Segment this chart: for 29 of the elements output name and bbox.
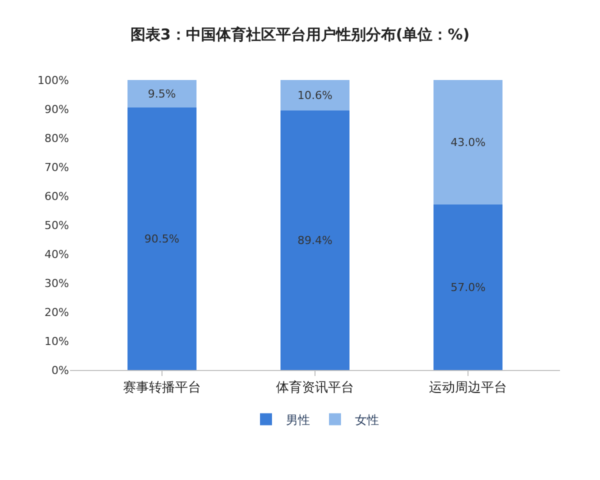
y-tick-label: 20% [44, 306, 69, 319]
bar [127, 80, 196, 108]
y-tick-label: 50% [44, 218, 69, 232]
y-tick-label: 40% [44, 248, 69, 261]
data-label: 10.6% [298, 88, 332, 102]
bar [280, 80, 350, 111]
bar [280, 110, 350, 370]
y-tick-label: 0% [52, 364, 69, 377]
y-tick-label: 100% [38, 74, 69, 87]
bar [434, 204, 503, 370]
y-tick-label: 30% [44, 276, 69, 290]
data-label: 90.5% [144, 232, 180, 246]
data-label: 43.0% [450, 136, 486, 149]
bar [127, 108, 196, 370]
y-tick-label: 80% [44, 132, 69, 145]
data-label: 9.5% [148, 87, 176, 100]
bar [434, 80, 503, 205]
y-tick-label: 70% [44, 160, 69, 174]
legend-label: 女性 [355, 412, 379, 427]
legend-label: 男性 [286, 412, 310, 427]
y-tick-label: 60% [44, 190, 69, 203]
x-tick-label: 运动周边平台 [429, 380, 508, 396]
x-tick-label: 体育资讯平台 [276, 380, 354, 396]
data-label: 89.4% [298, 234, 332, 247]
data-label: 57.0% [450, 280, 486, 294]
x-tick-label: 赛事转播平台 [122, 380, 201, 396]
chart-title: 图表3：中国体育社区平台用户性别分布(单位：%) [130, 25, 470, 44]
y-tick-label: 90% [44, 102, 69, 116]
y-tick-label: 10% [44, 334, 69, 348]
